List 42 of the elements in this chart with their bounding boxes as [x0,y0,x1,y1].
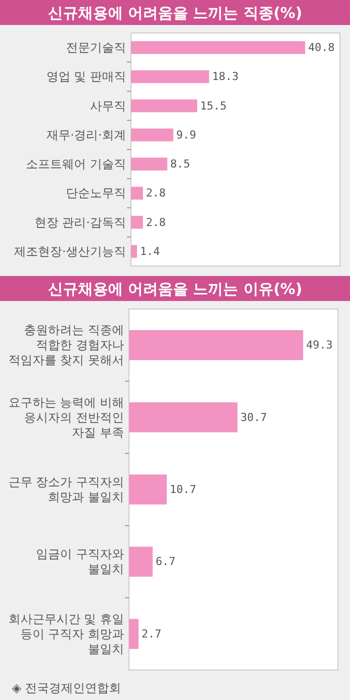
y-tick-label: 임금이 구직자와 불일치 [36,547,124,576]
y-tick-label: 영업 및 판매직 [46,70,126,84]
y-tick-label: 소프트웨어 기술직 [26,157,126,172]
data-label: 2.8 [146,216,166,229]
bar [131,99,198,112]
bar [131,245,137,258]
bar [131,216,143,229]
y-tick-label: 근무 장소가 구직자의 희망과 불일치 [8,475,124,504]
bar [129,618,139,649]
data-label: 8.5 [170,158,190,171]
data-label: 49.3 [306,338,333,352]
data-label: 15.5 [200,99,227,112]
bar [129,474,167,504]
bar [131,128,174,142]
chart-title: 신규채용에 어려움을 느끼는 직종(%) [48,4,302,22]
data-label: 9.9 [176,128,196,142]
bar [131,186,143,200]
bar [131,70,210,84]
y-tick-label: 현장 관리·감독직 [34,215,126,230]
data-label: 6.7 [156,555,176,568]
chart-title: 신규채용에 어려움을 느끼는 이유(%) [48,280,302,298]
data-label: 10.7 [170,483,196,496]
bar [131,41,306,54]
y-tick-label: 제조현장·생산기능직 [14,244,126,258]
y-tick-label: 회사근무시간 및 휴일 등이 구직자 희망과 불일치 [8,612,124,656]
y-tick-label: 전문기술직 [66,40,126,55]
data-label: 40.8 [308,41,335,54]
y-tick-label: 요구하는 능력에 비해 응시자의 전반적인 자질 부족 [8,395,124,440]
y-tick-label: 재무·경리·회계 [46,128,126,142]
data-label: 2.7 [142,627,162,640]
data-label: 1.4 [140,244,160,258]
bar [131,158,168,170]
bar [129,402,238,432]
data-label: 18.3 [212,70,239,84]
y-tick-label: 사무직 [90,98,126,113]
y-tick-label: 단순노무직 [66,186,126,200]
data-label: 2.8 [146,186,166,200]
text: ◈ 전국경제인연합회 [12,681,122,695]
data-label: 30.7 [240,410,267,424]
bar [129,546,153,577]
y-tick-label: 충원하려는 직종에 적합한 경험자나 적임자를 찾지 못해서 [8,323,124,368]
bar [129,330,304,360]
